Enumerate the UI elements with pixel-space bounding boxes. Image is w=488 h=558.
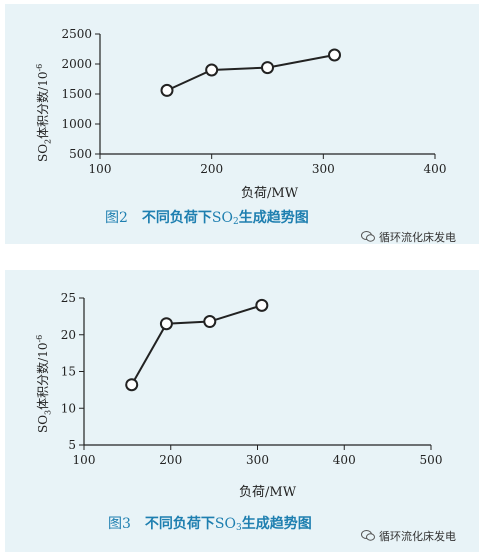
y-tick-label: 2500 <box>61 27 92 41</box>
data-point <box>125 378 139 392</box>
y-tick-label: 25 <box>61 291 76 305</box>
x-tick-label: 100 <box>73 453 96 467</box>
y-tick-label: 1500 <box>61 87 92 101</box>
y-axis-label: SO2体积分数/10-6 <box>35 63 53 162</box>
data-point <box>328 48 341 62</box>
x-axis-label: 负荷/MW <box>239 485 297 500</box>
x-tick-label: 400 <box>424 162 447 176</box>
chart-panel-so2: 100 200 300 400 500 1000 1500 2000 2500 SO2体积分数/… <box>5 4 479 244</box>
x-tick-label: 100 <box>89 162 112 176</box>
y-axis-label: SO3体积分数/10-6 <box>35 334 53 433</box>
y-tick-label: 5 <box>68 438 76 452</box>
x-tick-label: 300 <box>312 162 335 176</box>
figure-caption: 图3 不同负荷下SO3生成趋势图 <box>108 516 312 533</box>
data-point <box>255 298 269 312</box>
x-tick-label: 200 <box>200 162 223 176</box>
y-tick-label: 15 <box>61 365 76 379</box>
series-line <box>130 304 263 386</box>
series-line <box>166 54 335 92</box>
so2-chart: 100 200 300 400 500 1000 1500 2000 2500 <box>61 27 447 176</box>
y-tick-label: 2000 <box>61 57 92 71</box>
data-point <box>203 315 217 329</box>
data-point <box>159 317 173 331</box>
data-point <box>160 83 174 97</box>
data-point <box>261 61 274 75</box>
x-tick-label: 400 <box>333 453 356 467</box>
watermark: 循环流化床发电 <box>361 528 456 544</box>
x-axis-label: 负荷/MW <box>241 186 299 201</box>
figure-caption: 图2 不同负荷下SO2生成趋势图 <box>105 210 309 227</box>
y-tick-label: 500 <box>69 147 92 161</box>
chart-panel-so3: 100 200 300 400 500 5 10 15 20 25 SO3体积分数/10-6 负荷… <box>5 270 479 552</box>
y-tick-label: 20 <box>61 328 76 342</box>
x-tick-label: 200 <box>159 453 182 467</box>
so3-chart: 100 200 300 400 500 5 10 15 20 25 <box>61 291 443 467</box>
y-tick-label: 1000 <box>61 117 92 131</box>
x-tick-label: 300 <box>246 453 269 467</box>
watermark: 循环流化床发电 <box>361 229 456 245</box>
wechat-icon <box>361 530 375 541</box>
wechat-icon <box>361 231 375 242</box>
x-tick-label: 500 <box>420 453 443 467</box>
y-tick-label: 10 <box>61 401 76 415</box>
data-point <box>205 63 219 77</box>
